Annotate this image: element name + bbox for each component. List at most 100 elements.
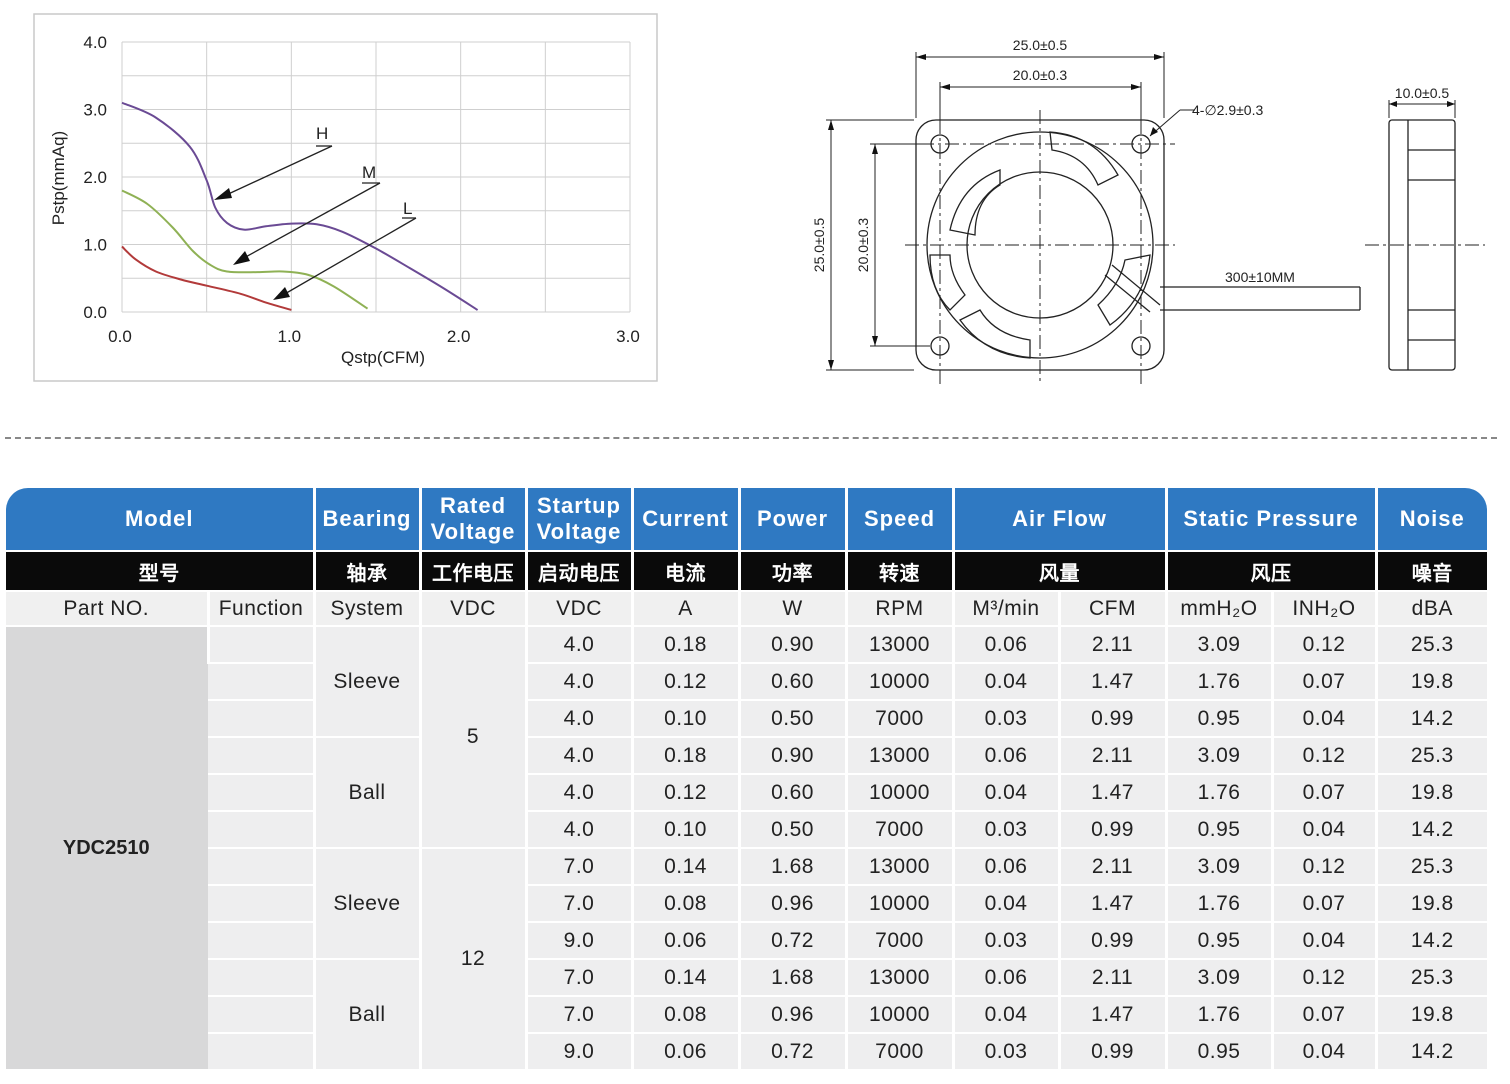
data-cell: 7000 — [844, 1032, 953, 1069]
function-cell — [208, 810, 314, 848]
data-cell: 0.07 — [1270, 884, 1377, 922]
header-zh-cell: 工作电压 — [418, 550, 526, 591]
dim-thickness: 10.0±0.5 — [1395, 85, 1450, 101]
data-cell: 0.04 — [951, 662, 1059, 700]
data-cell: 13000 — [844, 625, 953, 663]
header-zh-cell: 风压 — [1164, 550, 1377, 591]
data-cell: 7000 — [844, 921, 953, 959]
header-en-cell: Power — [737, 488, 846, 551]
function-cell — [208, 736, 314, 774]
data-cell: 0.14 — [630, 847, 739, 885]
data-cell: 0.60 — [737, 773, 846, 811]
data-cell: 10000 — [844, 884, 953, 922]
data-cell: 0.06 — [630, 921, 739, 959]
data-cell: 7000 — [844, 810, 953, 848]
data-cell: 0.60 — [737, 662, 846, 700]
data-cell: 0.18 — [630, 625, 739, 663]
header-zh-cell: 电流 — [630, 550, 739, 591]
data-cell: 0.04 — [1270, 810, 1377, 848]
data-cell: 0.18 — [630, 736, 739, 774]
data-cell: 0.06 — [951, 625, 1059, 663]
function-cell — [208, 662, 314, 700]
data-cell: 2.11 — [1057, 736, 1166, 774]
data-cell: 0.03 — [951, 810, 1059, 848]
function-cell — [208, 1032, 314, 1069]
fan-blade — [1049, 131, 1119, 186]
chart-xlabel: Qstp(CFM) — [341, 348, 425, 367]
unit-cell: System — [312, 590, 420, 626]
data-cell: 0.12 — [1270, 736, 1377, 774]
data-cell: 25.3 — [1374, 625, 1488, 663]
data-cell: 0.12 — [1270, 958, 1377, 996]
chart-grid — [121, 41, 631, 313]
table-row: 9.0 0.06 0.72 7000 0.03 0.99 0.95 0.04 14.2 — [6, 1032, 1488, 1069]
function-cell — [206, 625, 314, 663]
model-cell: YDC2510 — [6, 625, 208, 1069]
data-cell: 19.8 — [1374, 995, 1488, 1033]
table-row: 4.0 0.10 0.50 7000 0.03 0.99 0.95 0.04 14.2 — [6, 810, 1488, 848]
data-cell: 0.12 — [1270, 625, 1377, 663]
data-cell: 0.95 — [1164, 921, 1272, 959]
arrow-l — [282, 217, 417, 296]
data-cell: 0.10 — [630, 699, 739, 737]
header-row-en: Model Bearing Rated Voltage Startup Voltage… — [6, 488, 1488, 551]
data-cell: 0.95 — [1164, 810, 1272, 848]
unit-cell: RPM — [844, 590, 953, 626]
data-cell: 0.50 — [737, 699, 846, 737]
bearing-cell: Ball — [312, 958, 420, 1069]
data-cell: 0.99 — [1057, 921, 1166, 959]
data-cell: 3.09 — [1164, 625, 1272, 663]
unit-cell: M³/min — [951, 590, 1059, 626]
data-cell: 4.0 — [524, 625, 632, 663]
function-cell — [208, 847, 314, 885]
fan-dimension-drawing: 25.0±0.5 20.0±0.3 4-∅2.9±0.3 25.0±0.5 20… — [811, 37, 1485, 385]
data-cell: 0.12 — [630, 773, 739, 811]
fan-blade — [949, 169, 1001, 236]
table-row: 4.0 0.12 0.60 10000 0.04 1.47 1.76 0.07 19.8 — [6, 773, 1488, 811]
chart-tick-labels: 0.0 1.0 2.0 3.0 0.0 1.0 2.0 3.0 4.0 — [83, 33, 639, 346]
data-cell: 13000 — [844, 736, 953, 774]
unit-cell: W — [737, 590, 846, 626]
data-cell: 0.07 — [1270, 662, 1377, 700]
header-en-cell: Static Pressure — [1164, 488, 1377, 551]
data-cell: 0.04 — [1270, 699, 1377, 737]
chart-series — [121, 101, 479, 311]
x-tick-label: 2.0 — [447, 327, 471, 346]
data-cell: 0.10 — [630, 810, 739, 848]
unit-cell: VDC — [524, 590, 632, 626]
data-cell: 19.8 — [1374, 884, 1488, 922]
section-divider — [5, 437, 1497, 439]
data-cell: 14.2 — [1374, 810, 1488, 848]
data-cell: 0.99 — [1057, 810, 1166, 848]
data-cell: 4.0 — [524, 773, 632, 811]
data-cell: 10000 — [844, 995, 953, 1033]
dim-lead-length: 300±10MM — [1225, 269, 1295, 285]
data-cell: 3.09 — [1164, 847, 1272, 885]
data-cell: 3.09 — [1164, 736, 1272, 774]
unit-cell: CFM — [1057, 590, 1166, 626]
data-cell: 9.0 — [524, 921, 632, 959]
data-cell: 1.47 — [1057, 884, 1166, 922]
data-cell: 0.96 — [737, 884, 846, 922]
data-cell: 0.03 — [951, 699, 1059, 737]
series-label-l: L — [403, 199, 412, 218]
data-cell: 4.0 — [524, 662, 632, 700]
data-cell: 0.04 — [1270, 1032, 1377, 1069]
data-cell: 0.50 — [737, 810, 846, 848]
y-tick-label: 3.0 — [83, 101, 107, 120]
data-cell: 0.03 — [951, 921, 1059, 959]
data-cell: 9.0 — [524, 1032, 632, 1069]
dim-inner-width: 20.0±0.3 — [1013, 67, 1068, 83]
chart-ylabel: Pstp(mmAq) — [49, 131, 68, 225]
data-cell: 7.0 — [524, 958, 632, 996]
data-cell: 0.07 — [1270, 773, 1377, 811]
data-cell: 0.04 — [951, 995, 1059, 1033]
fan-blade — [929, 254, 966, 311]
data-cell: 13000 — [844, 847, 953, 885]
chart-frame — [33, 13, 658, 382]
data-cell: 7000 — [844, 699, 953, 737]
data-cell: 0.03 — [951, 1032, 1059, 1069]
series-label-m: M — [362, 163, 376, 182]
header-zh-cell: 转速 — [844, 550, 953, 591]
rated-voltage-cell: 12 — [418, 847, 526, 1069]
